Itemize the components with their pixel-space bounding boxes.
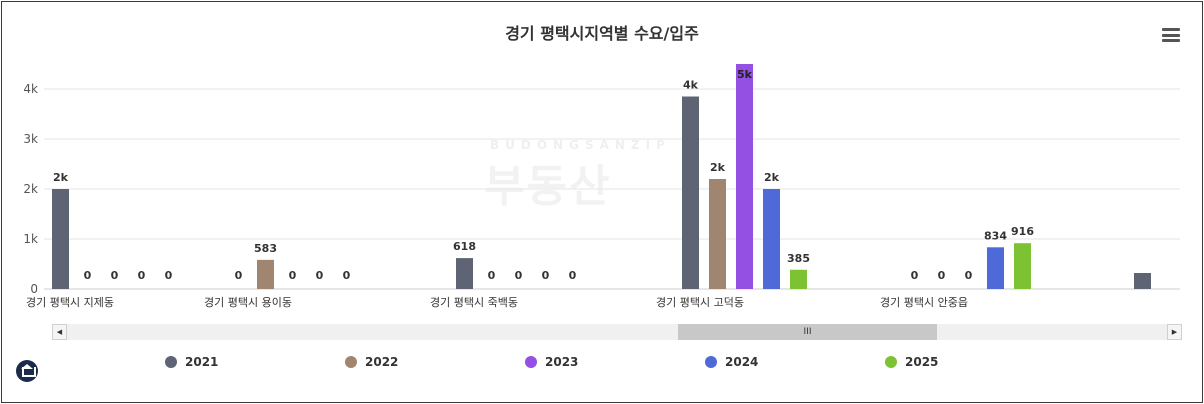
x-tick-label: 경기 평택시 지제동 [26, 296, 114, 309]
data-label: 0 [289, 269, 297, 282]
bar [456, 258, 473, 289]
chart-legend: 2021 2022 2023 2024 2025 [0, 352, 1204, 372]
legend-label: 2023 [545, 355, 579, 369]
data-label: 0 [111, 269, 119, 282]
legend-dot [525, 356, 537, 368]
bar [709, 179, 726, 289]
legend-item-2024[interactable]: 2024 [705, 352, 758, 372]
legend-label: 2022 [365, 355, 399, 369]
data-label: 583 [254, 242, 277, 255]
legend-dot [165, 356, 177, 368]
chart-title: 경기 평택시지역별 수요/입주 [505, 24, 699, 43]
bar [1134, 273, 1151, 289]
data-label: 0 [488, 269, 496, 282]
data-label: 0 [938, 269, 946, 282]
legend-item-2022[interactable]: 2022 [345, 352, 398, 372]
data-label: 0 [84, 269, 92, 282]
data-label: 0 [316, 269, 324, 282]
home-logo-icon[interactable] [16, 360, 38, 382]
y-tick-label: 0 [30, 282, 38, 296]
data-label: 0 [165, 269, 173, 282]
data-label: 2k [710, 161, 726, 174]
bar-chart-plot: 0 1k 2k 3k 4k 2k 0 618 4k 0 0 583 0 2k 0 0 0 0 5k 0 0 0 0 2k 834… [23, 64, 1180, 309]
legend-dot [705, 356, 717, 368]
bar [257, 259, 274, 289]
x-tick-label: 경기 평택시 용이동 [204, 296, 292, 309]
x-tick-label: 경기 평택시 고덕동 [656, 296, 744, 309]
data-label: 0 [542, 269, 550, 282]
bar [790, 269, 807, 289]
bar [987, 247, 1004, 289]
bar [682, 96, 699, 289]
y-tick-label: 2k [23, 182, 38, 196]
data-label: 0 [343, 269, 351, 282]
x-tick-label: 경기 평택시 안중읍 [880, 296, 968, 309]
data-label: 618 [453, 240, 476, 253]
data-label: 385 [787, 252, 810, 265]
legend-item-2021[interactable]: 2021 [165, 352, 218, 372]
data-label: 0 [515, 269, 523, 282]
legend-label: 2025 [905, 355, 939, 369]
scroll-right-button[interactable]: ▶ [1167, 324, 1182, 340]
legend-label: 2024 [725, 355, 759, 369]
bar [1014, 243, 1031, 289]
x-tick-label: 경기 평택시 죽백동 [430, 296, 518, 309]
legend-dot [345, 356, 357, 368]
data-label: 0 [965, 269, 973, 282]
y-tick-label: 4k [23, 82, 38, 96]
horizontal-scrollbar[interactable]: ◀ III ▶ [52, 324, 1182, 340]
data-label: 0 [569, 269, 577, 282]
data-label: 916 [1011, 225, 1034, 238]
scroll-left-button[interactable]: ◀ [52, 324, 67, 340]
data-label: 0 [235, 269, 243, 282]
hamburger-menu-icon[interactable] [1162, 28, 1180, 42]
scroll-thumb[interactable]: III [678, 324, 937, 340]
legend-item-2023[interactable]: 2023 [525, 352, 578, 372]
legend-label: 2021 [185, 355, 219, 369]
bar [52, 189, 69, 289]
data-label: 4k [683, 79, 699, 92]
watermark-small-text: BUDONGSANZIP [490, 138, 671, 152]
legend-item-2025[interactable]: 2025 [885, 352, 938, 372]
bar [736, 64, 753, 289]
data-label: 5k [737, 68, 753, 81]
data-label: 2k [53, 171, 69, 184]
data-label: 0 [911, 269, 919, 282]
data-label: 834 [984, 229, 1007, 242]
data-label: 0 [138, 269, 146, 282]
data-label: 2k [764, 171, 780, 184]
bar [763, 189, 780, 289]
y-tick-label: 3k [23, 132, 38, 146]
legend-dot [885, 356, 897, 368]
y-tick-label: 1k [23, 232, 38, 246]
watermark-main-text: 부동산 [484, 161, 612, 212]
